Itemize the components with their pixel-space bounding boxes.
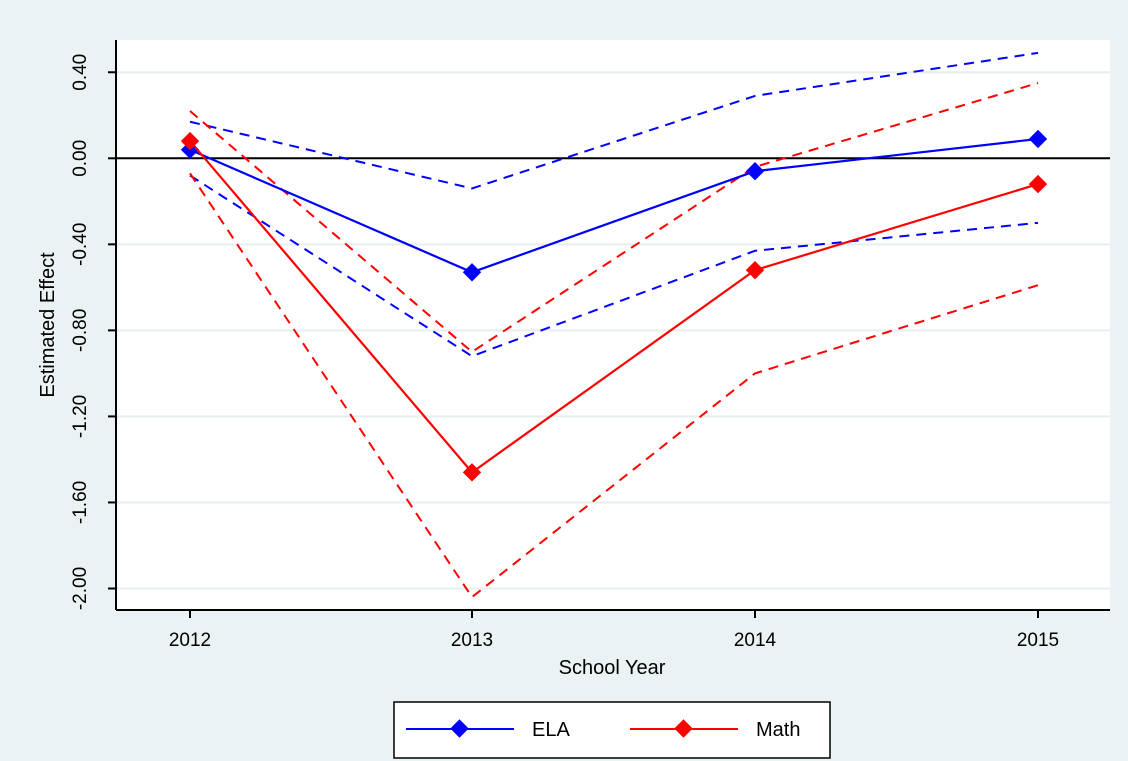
ela-data-point (462, 263, 482, 282)
y-axis-title: Estimated Effect (37, 252, 59, 398)
math-data-point (1028, 174, 1048, 194)
y-tick-label: 0.40 (70, 54, 91, 91)
x-tick-label: 2013 (451, 630, 493, 651)
ela-ci-upper-line (189, 51, 1039, 190)
y-tick-label: -0.80 (70, 309, 91, 352)
y-tick-label: -0.40 (70, 223, 91, 266)
legend-math-label: Math (756, 719, 800, 741)
ela-ci-lower-line (189, 174, 1039, 358)
y-tick-label: -2.00 (70, 567, 91, 610)
math-data-point (180, 131, 200, 151)
y-tick-label: -1.60 (70, 481, 91, 524)
math-ci-upper-line (189, 82, 1039, 354)
y-axis-ticks: 0.40 0.00 -0.40 -0.80 -1.20 -1.60 -2.00 (70, 54, 116, 610)
x-axis-ticks: 2012 2013 2014 2015 (169, 610, 1059, 651)
legend-math-marker (674, 719, 693, 738)
ela-data-point (1028, 129, 1048, 149)
x-tick-label: 2015 (1017, 630, 1059, 651)
math-ci-lower-line (189, 172, 1039, 599)
legend-ela-marker (450, 719, 469, 738)
plot-area (116, 40, 1110, 610)
math-data-point (462, 463, 482, 482)
x-tick-label: 2012 (169, 630, 211, 651)
math-series-line (189, 140, 1039, 474)
ela-data-point (745, 162, 765, 181)
legend: ELA Math (393, 701, 831, 759)
legend-ela-label: ELA (532, 719, 570, 741)
series-layer (180, 51, 1048, 599)
math-data-point (745, 260, 765, 280)
y-tick-label: -1.20 (70, 395, 91, 438)
x-tick-label: 2014 (734, 630, 777, 651)
y-tick-label: 0.00 (70, 140, 91, 177)
ela-series-line (189, 137, 1039, 274)
x-axis-title: School Year (559, 657, 666, 679)
